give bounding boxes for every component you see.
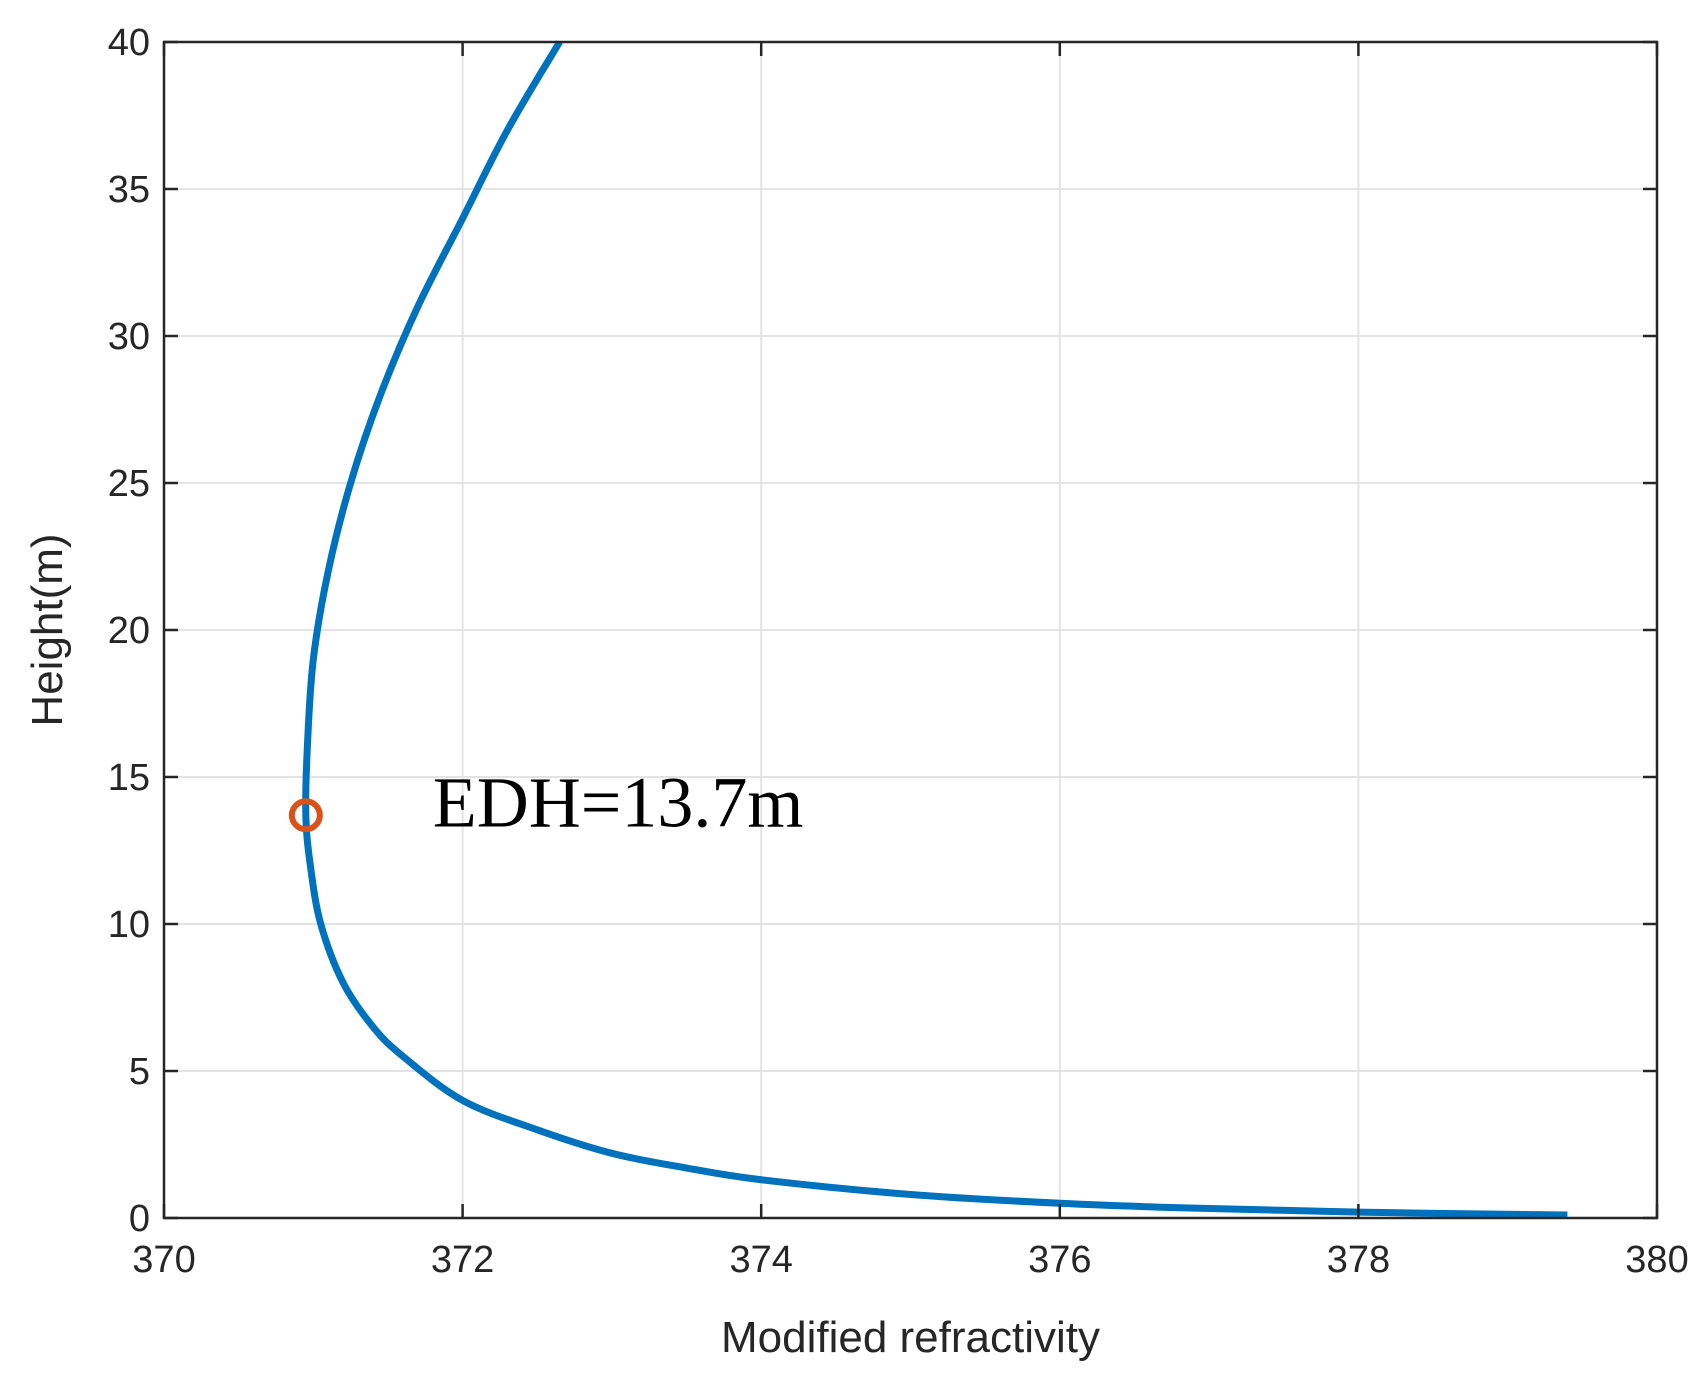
y-tick-label: 0: [129, 1198, 150, 1240]
x-tick-label: 374: [729, 1239, 792, 1281]
x-axis-label: Modified refractivity: [721, 1313, 1100, 1362]
x-tick-label: 380: [1625, 1239, 1688, 1281]
y-tick-label: 40: [108, 22, 150, 64]
marker-group: [288, 798, 323, 833]
x-tick-group: 370 372 374 376 378 380: [132, 42, 1689, 1281]
y-tick-label: 25: [108, 463, 150, 505]
y-tick-label: 35: [108, 169, 150, 211]
x-tick-label: 372: [431, 1239, 494, 1281]
annotation-group: EDH=13.7m: [433, 763, 804, 843]
y-tick-label: 20: [108, 610, 150, 652]
x-tick-label: 376: [1028, 1239, 1091, 1281]
y-tick-label: 5: [129, 1051, 150, 1093]
x-tick-label: 370: [132, 1239, 195, 1281]
x-tick-label: 378: [1327, 1239, 1390, 1281]
y-tick-group: 0 5 10 15 20 25 30 35 40: [108, 22, 1657, 1240]
series-group: [302, 40, 1568, 1219]
y-tick-label: 30: [108, 316, 150, 358]
edh-annotation: EDH=13.7m: [433, 763, 804, 843]
y-axis-label: Height(m): [23, 533, 72, 726]
edh-marker: [288, 798, 323, 833]
series-line-0: [302, 40, 1568, 1219]
y-tick-label: 10: [108, 904, 150, 946]
y-tick-label: 15: [108, 757, 150, 799]
